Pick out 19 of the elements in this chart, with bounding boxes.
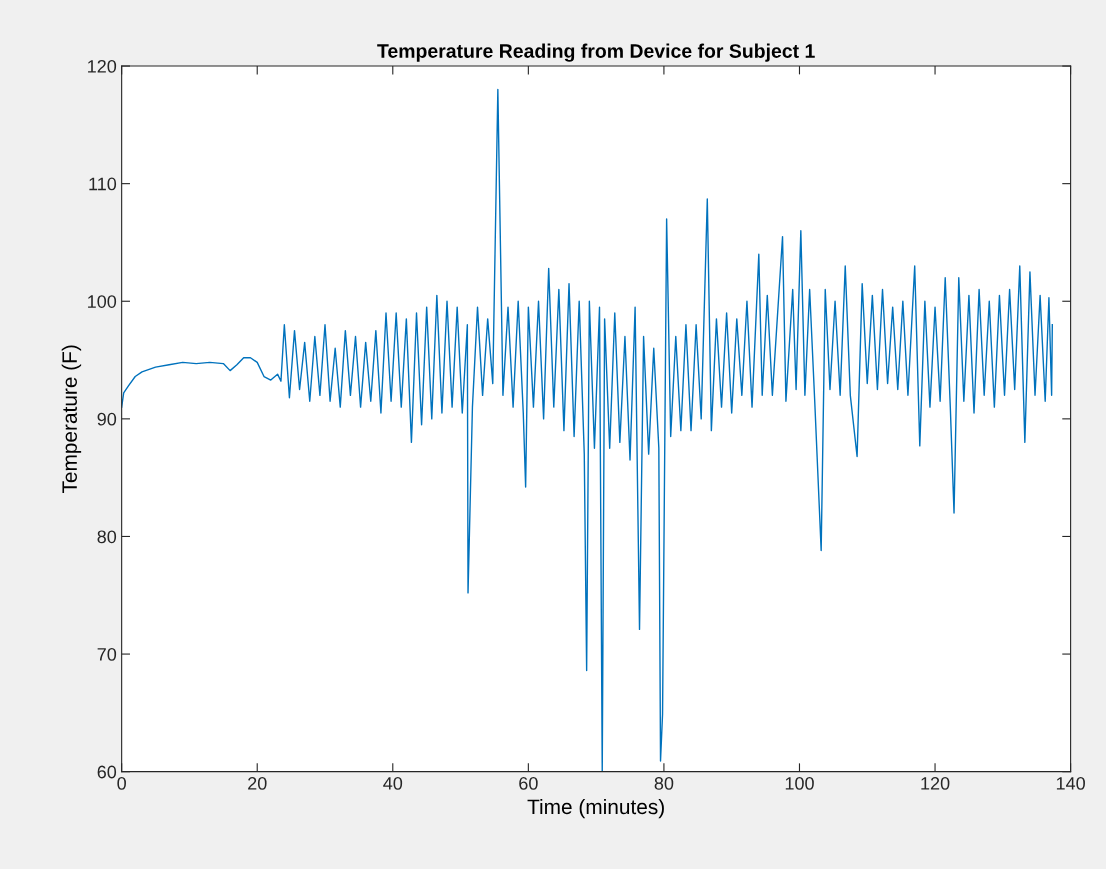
x-tick-label: 80 — [654, 777, 674, 790]
y-tick-label: 100 — [88, 295, 117, 308]
x-tick-label: 40 — [383, 777, 403, 790]
chart-title: Temperature Reading from Device for Subject 1 — [377, 43, 815, 62]
x-tick-label: 0 — [117, 777, 126, 790]
x-tick-label: 60 — [519, 777, 538, 790]
x-tick-label: 120 — [921, 777, 950, 790]
y-axis-title: Temperature (F) — [61, 345, 82, 494]
y-tick-label: 80 — [97, 530, 117, 544]
y-tick-label: 60 — [97, 765, 117, 779]
line-series — [121, 88, 1054, 772]
y-tick-label: 70 — [97, 648, 117, 661]
x-tick-label: 100 — [785, 777, 814, 790]
y-tick-label: 110 — [89, 177, 117, 191]
x-tick-label: 140 — [1056, 777, 1085, 790]
x-tick-label: 20 — [248, 777, 267, 790]
x-axis-title: Time (minutes) — [527, 798, 664, 819]
y-tick-label: 120 — [88, 59, 117, 73]
y-tick-label: 90 — [97, 412, 117, 426]
